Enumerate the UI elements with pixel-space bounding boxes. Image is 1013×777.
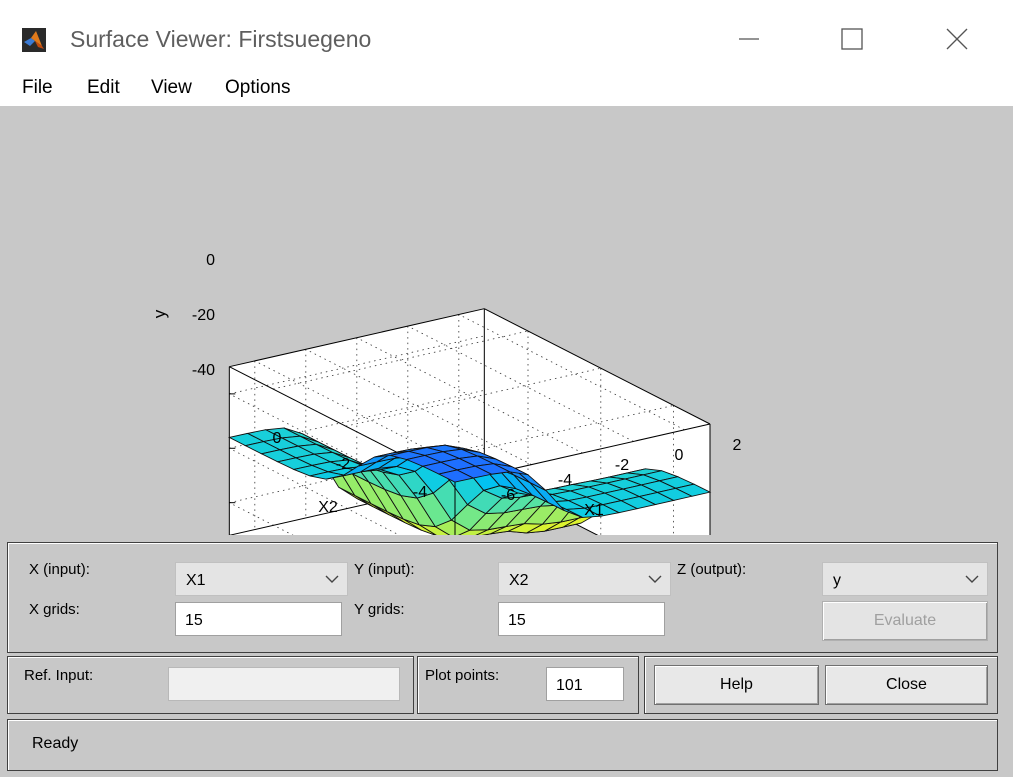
input-selection-group: X (input): X1 Y (input): X2 Z (output): … <box>7 542 998 653</box>
x1-tick-2: -2 <box>615 457 629 474</box>
plot-points-label: Plot points: <box>425 667 500 684</box>
x2-tick-0: 0 <box>273 430 282 447</box>
status-bar: Ready <box>7 719 998 771</box>
grid-z-left-1 <box>229 447 456 564</box>
x1-tick-1: -4 <box>558 472 572 489</box>
x-input-value: X1 <box>186 572 206 589</box>
plot-area: 0 -20 -40 y 0 -2 -4 X2 -6 -4 -2 0 2 X1 <box>0 107 1013 652</box>
close-icon <box>946 28 968 50</box>
evaluate-button[interactable]: Evaluate <box>822 601 988 641</box>
maximize-button[interactable] <box>829 18 875 60</box>
z-tick-1: -20 <box>192 307 215 324</box>
axis-edge-1 <box>484 308 711 425</box>
y-grids-label: Y grids: <box>354 601 405 618</box>
minimize-icon <box>739 38 759 40</box>
menu-file[interactable]: File <box>22 77 53 98</box>
x2-axis-label: X2 <box>318 499 338 516</box>
menu-options[interactable]: Options <box>225 77 291 98</box>
matlab-logo-icon <box>22 28 46 52</box>
chevron-down-icon <box>325 575 339 583</box>
grid-z-left-2 <box>229 393 456 510</box>
controls-panel: X (input): X1 Y (input): X2 Z (output): … <box>0 535 1013 777</box>
y-grids-value: 15 <box>508 612 526 629</box>
ref-input-group: Ref. Input: <box>7 656 414 714</box>
window-title: Surface Viewer: Firstsuegeno <box>70 26 372 52</box>
z-output-select[interactable]: y <box>822 562 988 596</box>
plot-points-group: Plot points: 101 <box>417 656 639 714</box>
side-wall-face <box>484 308 710 593</box>
minimize-button[interactable] <box>726 18 772 60</box>
title-bar: Surface Viewer: Firstsuegeno <box>0 0 1013 72</box>
action-buttons-group: Help Close <box>644 656 998 714</box>
x1-axis-label: X1 <box>584 502 604 519</box>
close-window-button[interactable] <box>934 18 980 60</box>
chevron-down-icon <box>965 575 979 583</box>
maximize-icon <box>841 28 863 50</box>
x-input-label: X (input): <box>29 561 90 578</box>
x1-tick-4: 2 <box>733 437 742 454</box>
grid-x1-floor-0 <box>254 360 481 477</box>
x2-tick-1: -2 <box>336 456 350 473</box>
close-button[interactable]: Close <box>825 665 988 705</box>
menu-bar: File Edit View Options <box>0 72 1013 107</box>
help-button[interactable]: Help <box>654 665 819 705</box>
grid-x1-floor-1 <box>305 348 532 465</box>
surface-mesh <box>227 427 712 538</box>
plot-points-field[interactable]: 101 <box>546 667 624 701</box>
y-grids-field[interactable]: 15 <box>498 602 665 636</box>
chevron-down-icon <box>648 575 662 583</box>
axis-edge-3 <box>229 308 485 368</box>
y-input-select[interactable]: X2 <box>498 562 671 596</box>
surface-plot[interactable]: 0 -20 -40 y 0 -2 -4 X2 -6 -4 -2 0 2 X1 <box>0 107 1013 652</box>
grid-x1-floor-3 <box>407 325 634 442</box>
x-input-select[interactable]: X1 <box>175 562 348 596</box>
surface-patch <box>437 469 475 483</box>
x2-tick-2: -4 <box>413 484 427 501</box>
x1-tick-0: -6 <box>501 487 515 504</box>
z-tick-0: 0 <box>206 252 215 269</box>
x-grids-label: X grids: <box>29 601 80 618</box>
x-grids-field[interactable]: 15 <box>175 602 342 636</box>
z-output-label: Z (output): <box>677 561 747 578</box>
z-axis-label: y <box>150 309 169 318</box>
ref-input-label: Ref. Input: <box>24 667 94 684</box>
ref-input-field[interactable] <box>168 667 400 701</box>
grid-x1-floor-4 <box>458 314 685 431</box>
z-output-value: y <box>833 572 841 589</box>
y-input-value: X2 <box>509 572 529 589</box>
y-input-label: Y (input): <box>354 561 415 578</box>
z-tick-2: -40 <box>192 362 215 379</box>
x-grids-value: 15 <box>185 612 203 629</box>
grid-x1-floor-2 <box>356 337 583 454</box>
plot-points-value: 101 <box>556 677 583 694</box>
status-text: Ready <box>32 735 79 752</box>
menu-edit[interactable]: Edit <box>87 77 120 98</box>
menu-view[interactable]: View <box>151 77 192 98</box>
x1-tick-3: 0 <box>675 447 684 464</box>
